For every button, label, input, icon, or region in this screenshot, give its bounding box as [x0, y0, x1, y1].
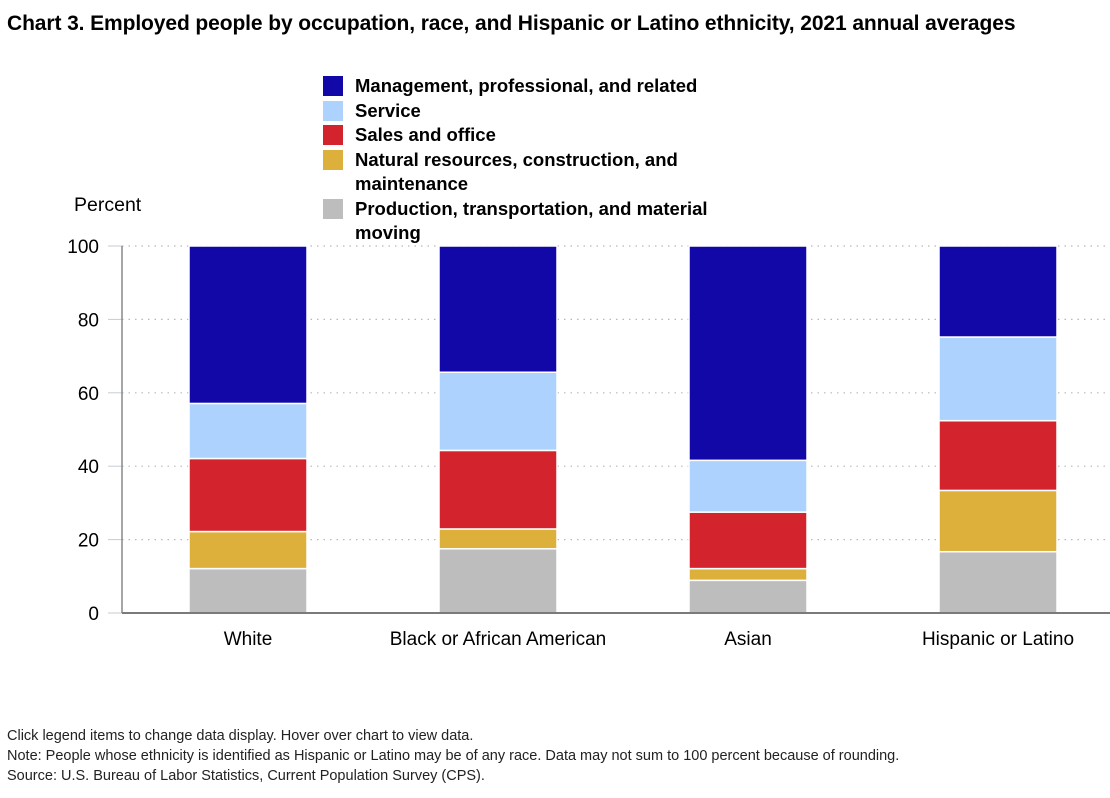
source-text: Source: U.S. Bureau of Labor Statistics,… [7, 768, 485, 784]
x-category-label: Asian [724, 629, 772, 650]
legend-label: Service [355, 99, 421, 121]
bar-segment[interactable] [188, 245, 308, 405]
y-tick-label: 80 [78, 310, 99, 331]
legend-label: Natural resources, construction, and mai… [355, 148, 678, 195]
legend-label: Sales and office [355, 124, 496, 145]
y-tick-label: 0 [88, 604, 99, 625]
legend-item[interactable]: Management, professional, and related [322, 74, 752, 99]
chart-title: Chart 3. Employed people by occupation, … [7, 12, 1016, 35]
note-text: Note: People whose ethnicity is identifi… [7, 748, 900, 764]
bar-segment[interactable] [438, 528, 558, 550]
bar-segment[interactable] [938, 550, 1058, 614]
bar-segment[interactable] [688, 459, 808, 513]
legend: Management, professional, and related Ser… [322, 74, 752, 246]
bar-segment[interactable] [438, 371, 558, 452]
bar-segment[interactable] [688, 245, 808, 462]
x-category-label: Black or African American [390, 629, 606, 650]
bar-segment[interactable] [188, 457, 308, 533]
y-tick-label: 20 [78, 531, 99, 552]
bar-segment[interactable] [438, 449, 558, 530]
bar-segment[interactable] [688, 567, 808, 582]
instructions-text: Click legend items to change data displa… [7, 728, 474, 744]
bar-segment[interactable] [188, 402, 308, 460]
bar-segment[interactable] [188, 567, 308, 614]
legend-swatch-icon [323, 149, 343, 170]
y-tick-label: 60 [78, 384, 99, 405]
legend-swatch-icon [323, 125, 343, 145]
legend-item[interactable]: Service [322, 99, 752, 124]
bar-segment[interactable] [938, 489, 1058, 553]
bar-segment[interactable] [188, 530, 308, 570]
bar-segment[interactable] [938, 336, 1058, 422]
x-category-label: White [224, 629, 273, 650]
y-tick-label: 100 [67, 237, 99, 258]
legend-item[interactable]: Natural resources, construction, and mai… [322, 148, 752, 197]
y-axis-label: Percent [74, 194, 142, 216]
stacked-bar-chart[interactable]: 0 20 40 60 80 100 White Black or African Americ… [0, 0, 1110, 700]
bar-segment[interactable] [438, 245, 558, 373]
legend-label: Management, professional, and related [355, 75, 698, 96]
legend-swatch-icon [323, 100, 343, 121]
legend-swatch-icon [323, 198, 343, 219]
legend-label: Production, transportation, and material… [355, 197, 708, 244]
chart-notes: Click legend items to change data displa… [7, 726, 899, 786]
y-tick-label: 40 [78, 457, 99, 478]
bar-segment[interactable] [688, 579, 808, 614]
legend-item[interactable]: Sales and office [322, 123, 752, 148]
x-category-label: Hispanic or Latino [922, 629, 1074, 650]
legend-swatch-icon [323, 76, 343, 96]
legend-item[interactable]: Production, transportation, and material… [322, 197, 752, 246]
bar-segment[interactable] [938, 419, 1058, 492]
bar-segment[interactable] [688, 511, 808, 570]
bar-segment[interactable] [438, 548, 558, 614]
bar-segment[interactable] [938, 245, 1058, 338]
